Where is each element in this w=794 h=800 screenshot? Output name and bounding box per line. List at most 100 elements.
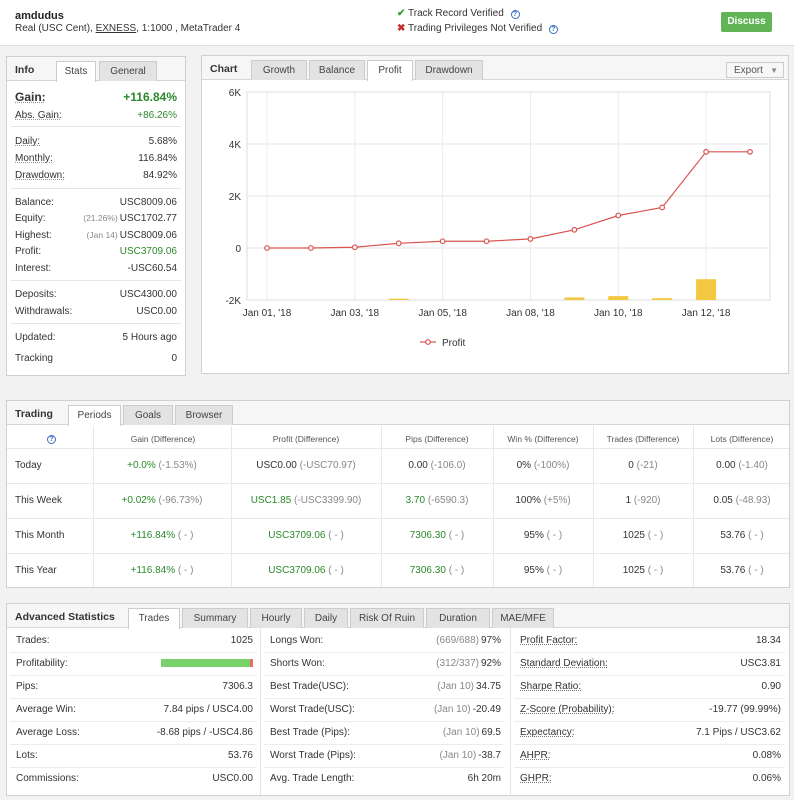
tab-trades[interactable]: Trades (128, 608, 180, 629)
withdrawals-label: Withdrawals: (15, 306, 73, 317)
divider (10, 721, 257, 722)
stat-value: 7.1 Pips / USC3.62 (695, 727, 781, 738)
table-cell-lots: 0.00 (-1.40) (693, 460, 791, 471)
stat-value-wrap: 6h 20m (466, 773, 501, 784)
tracking-row: Tracking 0 (15, 353, 177, 364)
divider (10, 675, 257, 676)
account-type: Real (USC Cent), (15, 23, 93, 34)
tab-balance[interactable]: Balance (309, 60, 365, 80)
discuss-button[interactable]: Discuss (721, 12, 772, 32)
profit-row: Profit: USC3709.06 (15, 246, 177, 257)
trades-diff: ( - ) (647, 565, 664, 576)
trades-value: 1025 (622, 530, 645, 541)
stat-value: 34.75 (475, 681, 501, 692)
divider (264, 675, 505, 676)
table-cell-gain: +0.0% (-1.53%) (93, 460, 231, 471)
stat-row: Average Win: 7.84 pips / USC4.00 (16, 704, 253, 715)
tab-summary[interactable]: Summary (182, 608, 248, 628)
tab-hourly[interactable]: Hourly (250, 608, 302, 628)
table-cell-profit: USC3709.06 ( - ) (231, 565, 381, 576)
divider (264, 698, 505, 699)
broker-link[interactable]: EXNESS (95, 23, 137, 34)
lots-diff: ( - ) (748, 565, 764, 576)
stat-row: Expectancy: 7.1 Pips / USC3.62 (520, 727, 781, 738)
tab-mae-mfe[interactable]: MAE/MFE (492, 608, 554, 628)
table-cell-win: 100% (+5%) (493, 495, 593, 506)
trades-diff: (-21) (636, 460, 658, 471)
divider (93, 426, 94, 587)
lots-diff: ( - ) (748, 530, 764, 541)
stat-row: Best Trade(USC): (Jan 10) 34.75 (270, 681, 501, 692)
tab-profit[interactable]: Profit (367, 60, 413, 81)
stat-value-wrap: 0.08% (753, 750, 781, 761)
tab-stats[interactable]: Stats (56, 61, 96, 82)
tab-periods[interactable]: Periods (68, 405, 121, 426)
table-cell-lots: 53.76 ( - ) (693, 530, 791, 541)
stat-note: (Jan 10) (439, 750, 477, 761)
stat-value-wrap (161, 658, 253, 669)
data-point (483, 238, 490, 245)
x-tick-label: Jan 08, '18 (506, 308, 555, 319)
period-this-year: This Year (15, 565, 57, 576)
info-title: Info (15, 64, 35, 76)
stat-row: Worst Trade (Pips): (Jan 10) -38.7 (270, 750, 501, 761)
win-diff: (-100%) (533, 460, 570, 471)
y-tick-label: 0 (235, 244, 241, 255)
help-icon[interactable]: ? (47, 435, 56, 444)
stat-row: Average Loss: -8.68 pips / -USC4.86 (16, 727, 253, 738)
tab-risk-of-ruin[interactable]: Risk Of Ruin (350, 608, 424, 628)
gain-label: Gain: (15, 90, 46, 104)
balance-label: Balance: (15, 197, 54, 208)
stat-value-wrap: 1025 (231, 635, 253, 646)
gain-value: +116.84% (130, 565, 176, 576)
tab-growth[interactable]: Growth (251, 60, 307, 80)
account-leverage-platform: , 1:1000 , MetaTrader 4 (136, 23, 241, 34)
abs-gain-value: +86.26% (137, 110, 177, 121)
stat-label: Pips: (16, 681, 39, 692)
stat-row: Profitability: (16, 658, 253, 669)
divider (11, 188, 181, 189)
withdrawals-row: Withdrawals: USC0.00 (15, 306, 177, 317)
help-icon[interactable]: ? (510, 10, 520, 19)
divider (510, 628, 511, 795)
pips-diff: (-6590.3) (427, 495, 469, 506)
help-icon[interactable]: ? (548, 25, 558, 34)
stat-row: Avg. Trade Length: 6h 20m (270, 773, 501, 784)
trades-diff: (-920) (633, 495, 661, 506)
tab-daily[interactable]: Daily (304, 608, 348, 628)
tab-goals[interactable]: Goals (123, 405, 173, 425)
stat-value: 0.08% (752, 750, 781, 761)
divider (381, 426, 382, 587)
divider (514, 698, 785, 699)
table-cell-win: 95% ( - ) (493, 565, 593, 576)
pips-value: 0.00 (408, 460, 428, 471)
equity-row: Equity: (21.26%) USC1702.77 (15, 213, 177, 224)
stat-label: Sharpe Ratio: (520, 681, 582, 692)
updated-value: 5 Hours ago (122, 332, 177, 343)
divider (264, 767, 505, 768)
stat-label: Standard Deviation: (520, 658, 608, 669)
trading-privileges-label: Trading Privileges Not Verified (408, 23, 543, 34)
tab-drawdown[interactable]: Drawdown (415, 60, 483, 80)
stat-value: USC0.00 (212, 773, 253, 784)
stat-value-wrap: USC0.00 (212, 773, 253, 784)
stat-note: (Jan 10) (442, 727, 480, 738)
profit-diff: ( - ) (328, 565, 344, 576)
chart-tabbar: Chart Growth Balance Profit Drawdown Exp… (202, 56, 788, 81)
stat-value-wrap: (Jan 10) -20.49 (434, 704, 501, 715)
tab-general[interactable]: General (99, 61, 157, 81)
tab-duration[interactable]: Duration (426, 608, 490, 628)
stat-value: USC3.81 (740, 658, 781, 669)
export-dropdown[interactable]: Export ▼ (726, 62, 784, 78)
stat-label: Profit Factor: (520, 635, 578, 646)
divider (493, 426, 494, 587)
tab-browser[interactable]: Browser (175, 405, 233, 425)
stat-value-wrap: (Jan 10) 69.5 (443, 727, 501, 738)
gain-diff: ( - ) (177, 565, 194, 576)
daily-label: Daily: (15, 136, 41, 147)
bar (696, 279, 717, 300)
advanced-title: Advanced Statistics (15, 611, 115, 623)
equity-percent: (21.26%) (83, 213, 118, 223)
stat-label: Average Loss: (16, 727, 80, 738)
daily-value: 5.68% (148, 136, 177, 147)
